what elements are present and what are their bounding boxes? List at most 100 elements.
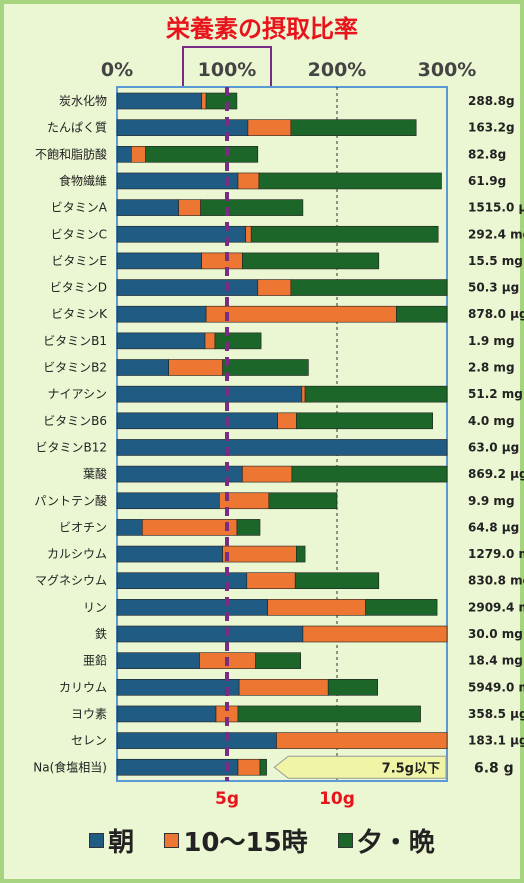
bar-segment bbox=[259, 758, 267, 776]
category-label: マグネシウム bbox=[35, 574, 107, 588]
intake-value-label: 50.3 μg bbox=[468, 281, 519, 295]
legend-label-midday: 10～15時 bbox=[183, 827, 308, 858]
bar-segment bbox=[222, 545, 297, 563]
intake-value-label: 51.2 mg bbox=[468, 387, 523, 401]
category-label: ビタミンB2 bbox=[43, 361, 107, 375]
bar-segment bbox=[295, 412, 433, 430]
x-tick-label: 100% bbox=[198, 59, 257, 81]
category-label: ビタミンC bbox=[51, 227, 107, 241]
bar-segment bbox=[145, 146, 259, 163]
intake-value-label: 2.8 mg bbox=[468, 361, 515, 375]
bar-segment bbox=[255, 652, 302, 669]
bar-segment bbox=[246, 572, 296, 590]
bar-segment bbox=[290, 279, 448, 296]
intake-value-label: 15.5 mg bbox=[468, 254, 523, 268]
intake-value-label: 869.2 μg bbox=[468, 467, 524, 481]
bar-segment bbox=[116, 652, 200, 669]
bar-segment bbox=[131, 146, 146, 163]
legend-swatch-midday bbox=[164, 832, 180, 848]
bar-segment bbox=[116, 705, 217, 723]
category-label: 葉酸 bbox=[83, 466, 107, 481]
bar-segment bbox=[237, 705, 421, 723]
bar-segment bbox=[290, 119, 417, 136]
x-tick-label: 200% bbox=[308, 59, 367, 81]
bar-segment bbox=[291, 465, 448, 483]
intake-value-label: 878.0 μg bbox=[468, 307, 524, 321]
category-label: ヨウ素 bbox=[71, 707, 107, 721]
category-label: たんぱく質 bbox=[47, 120, 107, 135]
legend-item-evening: 夕・晩 bbox=[337, 822, 435, 859]
bar-segment bbox=[247, 119, 292, 136]
bar-segment bbox=[142, 519, 238, 536]
bar-segment bbox=[242, 252, 380, 270]
chart-title: 栄養素の摂取比率 bbox=[166, 15, 358, 43]
intake-value-label: 9.9 mg bbox=[468, 494, 515, 508]
bar-segment bbox=[116, 146, 132, 163]
bar-segment bbox=[268, 492, 338, 510]
bar-segment bbox=[236, 519, 261, 536]
bar-segment bbox=[205, 92, 238, 110]
intake-value-label: 6.8 g bbox=[474, 760, 514, 776]
intake-value-label: 288.8g bbox=[468, 94, 515, 108]
bar-segment bbox=[168, 359, 223, 376]
intake-value-label: 63.0 μg bbox=[468, 440, 519, 454]
bar-segment bbox=[116, 465, 243, 483]
bar-segment bbox=[327, 678, 379, 696]
legend-item-morning: 朝 bbox=[89, 822, 134, 859]
bar-segment bbox=[116, 599, 268, 616]
category-label: ナイアシン bbox=[47, 387, 107, 401]
intake-value-label: 183.1 μg bbox=[468, 734, 524, 748]
bar-segment bbox=[116, 305, 207, 323]
salt-scale-label: 10g bbox=[319, 789, 355, 809]
category-label: 食物繊維 bbox=[59, 173, 107, 188]
category-label: セレン bbox=[71, 734, 107, 748]
intake-value-label: 2909.4 mg bbox=[468, 600, 524, 614]
intake-value-label: 82.8g bbox=[468, 147, 506, 161]
legend-label-morning: 朝 bbox=[108, 827, 135, 858]
intake-value-label: 1515.0 μg bbox=[468, 201, 524, 215]
bar-segment bbox=[294, 572, 380, 590]
bar-segment bbox=[116, 199, 179, 216]
intake-value-label: 830.8 mg bbox=[468, 574, 524, 588]
bar-segment bbox=[222, 359, 309, 376]
bar-segment bbox=[238, 678, 329, 696]
bar-segment bbox=[116, 625, 304, 643]
bar-segment bbox=[257, 279, 292, 296]
category-label: Na(食塩相当) bbox=[33, 759, 107, 774]
bar-segment bbox=[242, 465, 293, 483]
bar-segment bbox=[201, 252, 243, 270]
bar-segment bbox=[304, 385, 448, 403]
legend-swatch-evening bbox=[337, 832, 353, 848]
bar-segment bbox=[396, 305, 448, 323]
bar-segment bbox=[116, 332, 206, 350]
category-label: ビタミンA bbox=[51, 201, 108, 215]
na-limit-note: 7.5g以下 bbox=[382, 761, 440, 776]
bar-segment bbox=[214, 332, 262, 350]
category-label: ビタミンK bbox=[51, 307, 108, 321]
category-label: ビタミンB1 bbox=[43, 334, 107, 348]
bar-segment bbox=[237, 172, 260, 190]
intake-value-label: 292.4 mg bbox=[468, 227, 524, 241]
bar-segment bbox=[116, 732, 277, 749]
category-label: 炭水化物 bbox=[59, 94, 107, 108]
intake-value-label: 163.2g bbox=[468, 121, 515, 135]
bar-segment bbox=[200, 199, 304, 216]
bar-segment bbox=[116, 385, 303, 403]
bar-segment bbox=[116, 492, 220, 510]
bar-segment bbox=[178, 199, 201, 216]
category-label: カリウム bbox=[59, 680, 107, 694]
category-label: 鉄 bbox=[95, 626, 107, 641]
bar-segment bbox=[267, 599, 366, 616]
bar-segment bbox=[116, 519, 143, 536]
bar-segment bbox=[116, 678, 240, 696]
intake-value-label: 30.0 mg bbox=[468, 627, 523, 641]
x-tick-label: 300% bbox=[418, 59, 477, 81]
bar-segment bbox=[258, 172, 442, 190]
category-label: ビオチン bbox=[59, 520, 107, 534]
bar-segment bbox=[116, 758, 239, 776]
category-label: ビタミンE bbox=[51, 254, 107, 268]
bar-segment bbox=[116, 92, 202, 110]
intake-value-label: 61.9g bbox=[468, 174, 506, 188]
intake-value-label: 64.8 μg bbox=[468, 520, 519, 534]
bar-segment bbox=[277, 412, 297, 430]
